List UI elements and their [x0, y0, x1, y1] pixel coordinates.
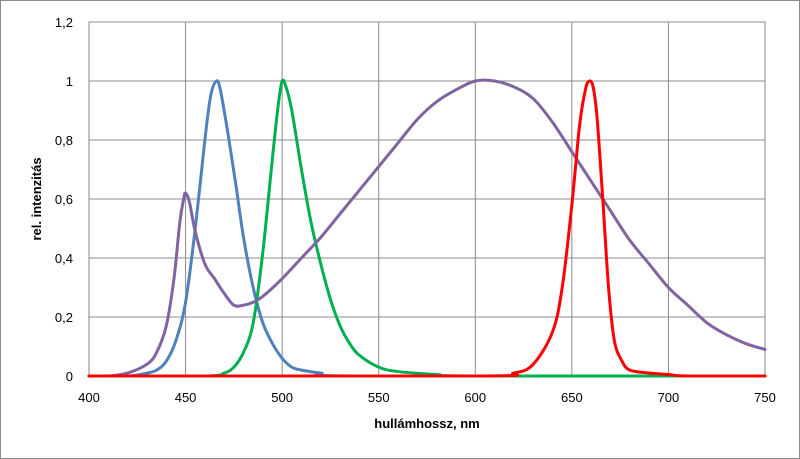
y-tick-label: 0	[66, 369, 73, 384]
series-line-3	[87, 78, 767, 378]
x-tick-label: 550	[368, 390, 390, 405]
series-lines	[87, 78, 767, 378]
y-tick-label: 1	[66, 74, 73, 89]
gridlines	[89, 21, 765, 376]
y-tick-label: 0,8	[55, 133, 73, 148]
x-tick-label: 600	[464, 390, 486, 405]
x-axis-title: hullámhossz, nm	[374, 416, 479, 431]
x-tick-label: 500	[271, 390, 293, 405]
x-tick-label: 450	[175, 390, 197, 405]
x-tick-label: 700	[658, 390, 680, 405]
x-tick-label: 650	[561, 390, 583, 405]
y-axis-title: rel. intenzitás	[29, 157, 44, 240]
y-tick-label: 0,4	[55, 251, 73, 266]
y-tick-label: 0,2	[55, 310, 73, 325]
x-tick-label: 750	[754, 390, 776, 405]
series-line-2	[87, 78, 767, 378]
y-axis-ticks: 0 0,2 0,4 0,6 0,8 1 1,2	[55, 15, 73, 384]
x-tick-label: 400	[78, 390, 100, 405]
y-tick-label: 0,6	[55, 192, 73, 207]
series-line-4	[87, 79, 767, 378]
series-line-1	[87, 79, 767, 378]
y-tick-label: 1,2	[55, 15, 73, 30]
x-axis-ticks: 400 450 500 550 600 650 700 750	[78, 390, 776, 405]
